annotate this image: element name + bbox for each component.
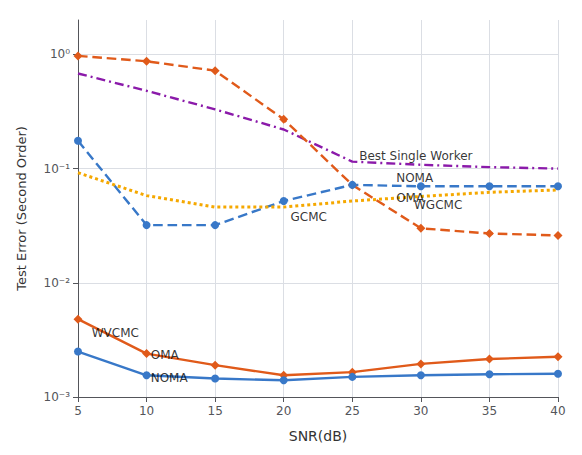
svg-text:WVCMC: WVCMC bbox=[92, 326, 139, 340]
svg-text:30: 30 bbox=[413, 404, 428, 418]
svg-text:OMA: OMA bbox=[396, 191, 425, 206]
svg-text:10⁰: 10⁰ bbox=[50, 47, 70, 61]
svg-text:NOMA: NOMA bbox=[151, 371, 189, 385]
svg-text:10⁻³: 10⁻³ bbox=[44, 390, 71, 404]
svg-text:40: 40 bbox=[550, 404, 565, 418]
svg-text:15: 15 bbox=[208, 404, 223, 418]
svg-text:20: 20 bbox=[276, 404, 291, 418]
svg-text:GCMC: GCMC bbox=[291, 210, 327, 224]
svg-text:SNR(dB): SNR(dB) bbox=[289, 428, 348, 444]
svg-text:5: 5 bbox=[74, 404, 82, 418]
svg-text:10⁻¹: 10⁻¹ bbox=[44, 162, 71, 176]
svg-text:WGCMC: WGCMC bbox=[414, 198, 462, 212]
svg-text:35: 35 bbox=[482, 404, 497, 418]
svg-text:10: 10 bbox=[139, 404, 154, 418]
svg-text:NOMA: NOMA bbox=[396, 171, 434, 185]
svg-text:Test Error (Second Order): Test Error (Second Order) bbox=[14, 126, 29, 292]
svg-text:OMA: OMA bbox=[151, 348, 180, 362]
svg-text:10⁻²: 10⁻² bbox=[44, 276, 71, 290]
svg-text:25: 25 bbox=[345, 404, 360, 418]
svg-text:Best Single Worker: Best Single Worker bbox=[359, 149, 472, 163]
